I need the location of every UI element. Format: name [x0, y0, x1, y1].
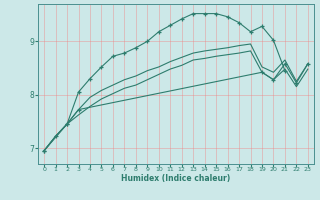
X-axis label: Humidex (Indice chaleur): Humidex (Indice chaleur) — [121, 174, 231, 183]
